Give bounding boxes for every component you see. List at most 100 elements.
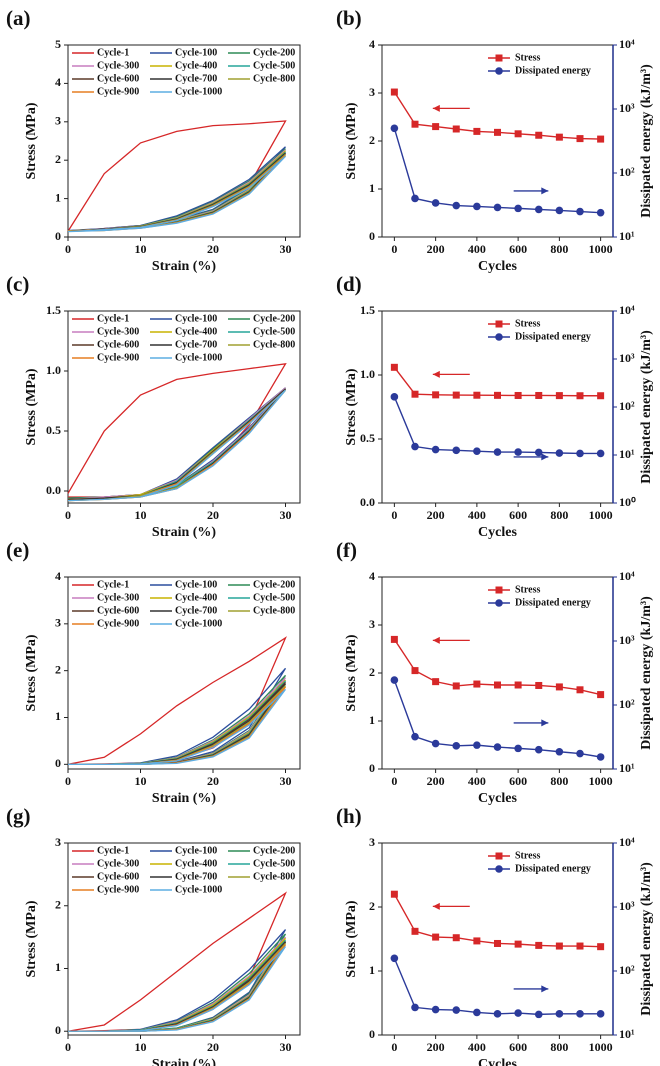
marker: [555, 449, 564, 457]
series-line: [393, 366, 601, 397]
x-tick-label: 10: [135, 508, 147, 522]
x-tick-label: 400: [468, 508, 486, 522]
legend-label: Cycle-900: [97, 352, 139, 363]
marker: [432, 123, 440, 131]
x-axis-label: Strain (%): [152, 1057, 217, 1066]
y2-tick-label: 10³: [619, 101, 635, 115]
y-tick-label: 2: [369, 899, 375, 913]
panel-label: (a): [6, 6, 31, 30]
y-tick-label: 0: [55, 229, 61, 243]
marker: [576, 1010, 584, 1018]
y-axis-label: Stress (MPa): [344, 102, 359, 179]
marker: [555, 683, 563, 691]
x-tick-label: 0: [65, 508, 71, 522]
x-tick-label: 800: [550, 774, 568, 788]
series-line: [68, 681, 287, 765]
x-tick-label: 20: [207, 508, 219, 522]
y-axis-label: Stress (MPa): [344, 634, 359, 711]
legend-label: Cycle-500: [253, 592, 295, 603]
marker: [514, 448, 522, 456]
legend-label: Cycle-300: [97, 858, 139, 869]
x-tick-label: 0: [391, 242, 397, 256]
x-axis-label: Strain (%): [152, 525, 217, 540]
marker: [493, 203, 502, 212]
marker: [390, 88, 398, 96]
y-tick-label: 1.5: [360, 303, 375, 317]
y-tick-label: 3: [55, 114, 61, 128]
y-tick-label: 1: [55, 960, 61, 974]
legend-label: Cycle-1000: [175, 86, 222, 97]
x-axis-label: Cycles: [478, 791, 517, 806]
x-tick-label: 10: [135, 1040, 147, 1054]
panel-label: (d): [336, 272, 362, 296]
legend-label: Cycle-800: [253, 73, 295, 84]
marker: [534, 205, 543, 214]
panel-label: (e): [6, 538, 29, 562]
y2-tick-label: 10⁴: [619, 303, 635, 317]
y-tick-label: 3: [369, 85, 375, 99]
marker: [473, 1008, 481, 1017]
marker: [576, 749, 584, 758]
y-tick-label: 0.5: [46, 423, 61, 437]
marker: [452, 446, 461, 455]
legend-label: Cycle-700: [175, 605, 217, 616]
marker: [452, 682, 460, 690]
y-tick-label: 2: [369, 133, 375, 147]
marker: [493, 1010, 502, 1018]
y-tick-label: 2: [55, 152, 61, 166]
legend-label: Cycle-700: [175, 871, 217, 882]
arrow-head: [541, 719, 549, 727]
x-axis-label: Cycles: [478, 525, 517, 540]
arrow-head: [432, 104, 440, 112]
marker: [555, 206, 564, 215]
y2-tick-label: 10²: [619, 963, 635, 977]
panel-label: (b): [336, 6, 362, 30]
marker: [473, 202, 481, 211]
y2-tick-label: 10²: [619, 697, 635, 711]
x-tick-label: 200: [427, 774, 445, 788]
marker: [390, 890, 398, 898]
series-line: [67, 891, 287, 1032]
series-line: [68, 933, 287, 1032]
marker: [534, 1010, 543, 1019]
x-tick-label: 600: [509, 774, 527, 788]
legend-label: Dissipated energy: [515, 863, 591, 874]
x-tick-label: 30: [280, 242, 292, 256]
y2-tick-label: 10²: [619, 165, 635, 179]
marker: [535, 391, 543, 399]
y2-axis-label: Dissipated energy (kJ/m³): [639, 330, 654, 484]
x-tick-label: 0: [391, 1040, 397, 1054]
x-axis-label: Cycles: [478, 259, 517, 274]
y2-tick-label: 10²: [619, 399, 635, 413]
x-tick-label: 800: [550, 508, 568, 522]
panel-label: (c): [6, 272, 29, 296]
y-tick-label: 4: [55, 75, 61, 89]
legend-label: Cycle-900: [97, 884, 139, 895]
marker: [390, 393, 399, 401]
legend-label: Cycle-1: [97, 313, 129, 324]
marker: [494, 939, 501, 947]
marker: [473, 391, 481, 399]
x-tick-label: 0: [65, 242, 71, 256]
legend-label: Cycle-600: [97, 605, 139, 616]
y-tick-label: 1.0: [46, 363, 61, 377]
marker: [597, 392, 605, 400]
marker: [597, 691, 605, 699]
series-line: [67, 389, 286, 502]
marker: [535, 131, 543, 139]
y-tick-label: 1.0: [360, 367, 375, 381]
legend-label: Cycle-1000: [175, 352, 222, 363]
legend-label: Stress: [515, 584, 540, 595]
marker: [411, 1003, 419, 1012]
marker: [494, 128, 501, 136]
x-tick-label: 800: [550, 1040, 568, 1054]
y-tick-label: 1: [369, 963, 375, 977]
y2-tick-label: 10³: [619, 351, 635, 365]
series-line: [67, 155, 286, 233]
x-tick-label: 1000: [589, 508, 613, 522]
y-tick-label: 1: [55, 190, 61, 204]
legend-label: Cycle-600: [97, 73, 139, 84]
marker: [452, 1006, 461, 1014]
marker: [390, 676, 399, 684]
y2-tick-label: 10⁴: [619, 569, 635, 583]
